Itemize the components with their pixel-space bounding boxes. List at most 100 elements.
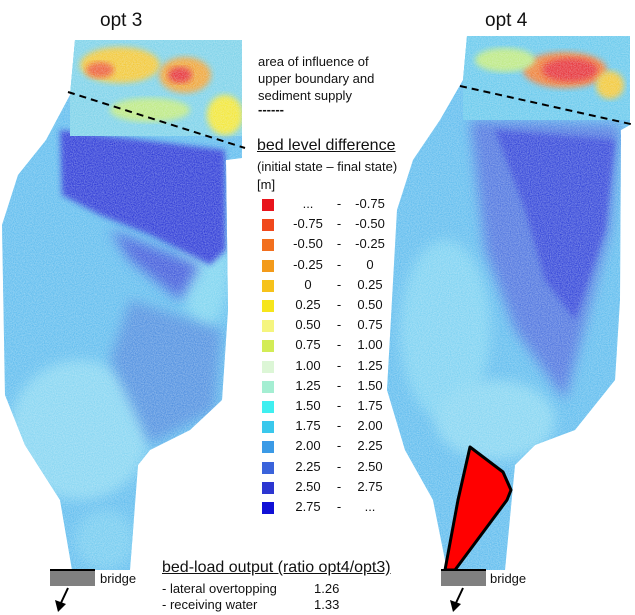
bed-load-row: - receiving water 1.33 xyxy=(162,597,422,612)
bed-load-row: - lateral overtopping 1.26 xyxy=(162,581,422,596)
legend-low: 0.50 xyxy=(295,317,321,333)
legend-item: 2.50-2.75 xyxy=(262,479,402,497)
legend-swatch xyxy=(262,340,274,353)
legend-low: -0.50 xyxy=(293,236,323,252)
legend-dash: - xyxy=(336,256,342,272)
legend-high: 2.25 xyxy=(357,438,383,454)
legend-list: ... - -0.75 -0.75- -0.50 -0.50- -0.25 -0.25-0 0-… xyxy=(262,196,402,526)
legend-swatch xyxy=(262,320,274,333)
legend-swatch xyxy=(262,199,274,211)
legend-low: 0.75 xyxy=(295,337,321,353)
opt3-boundary-line xyxy=(67,91,246,149)
opt3-bed-map xyxy=(2,40,246,612)
opt3-outflow-arrow xyxy=(59,587,69,606)
legend-swatch xyxy=(262,300,274,312)
legend-item: -0.50- -0.25 xyxy=(262,236,402,254)
legend-low: 1.25 xyxy=(295,377,321,393)
legend-high: 1.00 xyxy=(357,337,383,353)
legend-dash: - xyxy=(336,499,342,514)
legend-dash: - xyxy=(336,236,342,252)
legend-high: 0.50 xyxy=(357,297,383,312)
boundary-note: area of influence of upper boundary and … xyxy=(258,53,408,116)
legend-item: -0.75- -0.50 xyxy=(262,216,402,234)
opt4-boundary-line xyxy=(459,85,635,126)
legend-high: 0.25 xyxy=(357,276,383,292)
bed-load-value: 1.26 xyxy=(314,581,340,596)
legend-item: ... - -0.75 xyxy=(262,196,402,214)
legend-high: 0 xyxy=(366,256,374,272)
boundary-note-line: upper boundary and xyxy=(258,71,375,86)
legend-low: -0.25 xyxy=(293,256,323,272)
legend-swatch xyxy=(262,441,274,454)
legend-swatch xyxy=(262,239,274,252)
legend-low: 2.75 xyxy=(295,499,321,514)
legend-item: 0.75-1.00 xyxy=(262,337,402,355)
opt3-bridge xyxy=(50,570,95,586)
legend-swatch xyxy=(262,461,274,474)
legend-high: -0.25 xyxy=(355,236,385,252)
opt4-retention-zone xyxy=(443,445,513,572)
legend-swatch xyxy=(262,421,274,434)
panel-title-opt4: opt 4 xyxy=(485,10,528,31)
bed-load-label: - receiving water xyxy=(162,597,258,612)
legend-swatch xyxy=(262,401,274,413)
legend-low: 1.50 xyxy=(295,398,321,413)
opt4-bridge xyxy=(441,570,486,586)
legend-dash: - xyxy=(336,337,342,353)
bed-load-title: bed-load output (ratio opt4/opt3) xyxy=(162,559,391,576)
legend-low: 0 xyxy=(304,276,312,292)
legend-dash: - xyxy=(336,297,342,312)
legend-high: ... xyxy=(364,499,376,514)
legend-item: -0.25- 0 xyxy=(262,257,402,275)
legend-title: bed level difference xyxy=(257,137,396,154)
opt3-bridge-label: bridge xyxy=(100,571,137,586)
legend-low: 2.25 xyxy=(295,458,321,474)
legend-high: 1.50 xyxy=(357,377,383,393)
legend-dash: - xyxy=(336,377,342,393)
opt4-bed-map xyxy=(387,36,635,612)
opt3-map-body xyxy=(2,40,242,570)
legend-high: 0.75 xyxy=(357,317,383,333)
legend-dash: - xyxy=(336,276,342,292)
legend-swatch xyxy=(262,219,274,232)
legend-dash: - xyxy=(336,398,342,413)
legend-swatch xyxy=(262,360,274,373)
legend-item: 2.00-2.25 xyxy=(262,438,402,456)
legend-dash: - xyxy=(336,317,342,333)
opt4-outflow-arrow xyxy=(454,587,464,606)
panel-title-opt3: opt 3 xyxy=(100,10,143,31)
opt4-map-body xyxy=(387,36,630,570)
legend-item: 0.25-0.50 xyxy=(262,297,402,315)
legend-low: ... xyxy=(302,196,314,211)
legend-dash: - xyxy=(336,438,342,454)
legend-high: -0.50 xyxy=(355,216,385,232)
legend-low: 1.75 xyxy=(295,418,321,434)
legend-item: 0.50-0.75 xyxy=(262,317,402,335)
legend-low: -0.75 xyxy=(293,216,323,232)
boundary-note-dashes: ------ xyxy=(258,102,284,117)
legend-low: 2.50 xyxy=(295,478,321,494)
legend-item: 0 -0.25 xyxy=(262,277,402,295)
legend-item: 2.25-2.50 xyxy=(262,459,402,477)
legend-subtitle: (initial state – final state) xyxy=(257,159,398,174)
legend-swatch xyxy=(262,279,274,292)
legend-high: 2.50 xyxy=(357,458,383,474)
legend-item: 2.75-... xyxy=(262,499,402,517)
legend-high: 1.75 xyxy=(357,398,383,413)
bed-load-value: 1.33 xyxy=(314,597,340,612)
legend-dash: - xyxy=(336,196,342,211)
legend-high: 1.25 xyxy=(357,357,383,373)
opt4-bridge-label: bridge xyxy=(490,571,527,586)
legend-high: 2.75 xyxy=(357,478,383,494)
legend-item: 1.75-2.00 xyxy=(262,418,402,436)
legend-dash: - xyxy=(336,418,342,434)
legend-high: -0.75 xyxy=(355,196,385,211)
legend-unit: [m] xyxy=(257,177,276,192)
legend-low: 0.25 xyxy=(295,297,321,312)
legend-item: 1.50-1.75 xyxy=(262,398,402,416)
legend-low: 2.00 xyxy=(295,438,321,454)
legend-swatch xyxy=(262,502,274,514)
legend-high: 2.00 xyxy=(357,418,383,434)
legend-low: 1.00 xyxy=(295,357,321,373)
legend-dash: - xyxy=(336,478,342,494)
